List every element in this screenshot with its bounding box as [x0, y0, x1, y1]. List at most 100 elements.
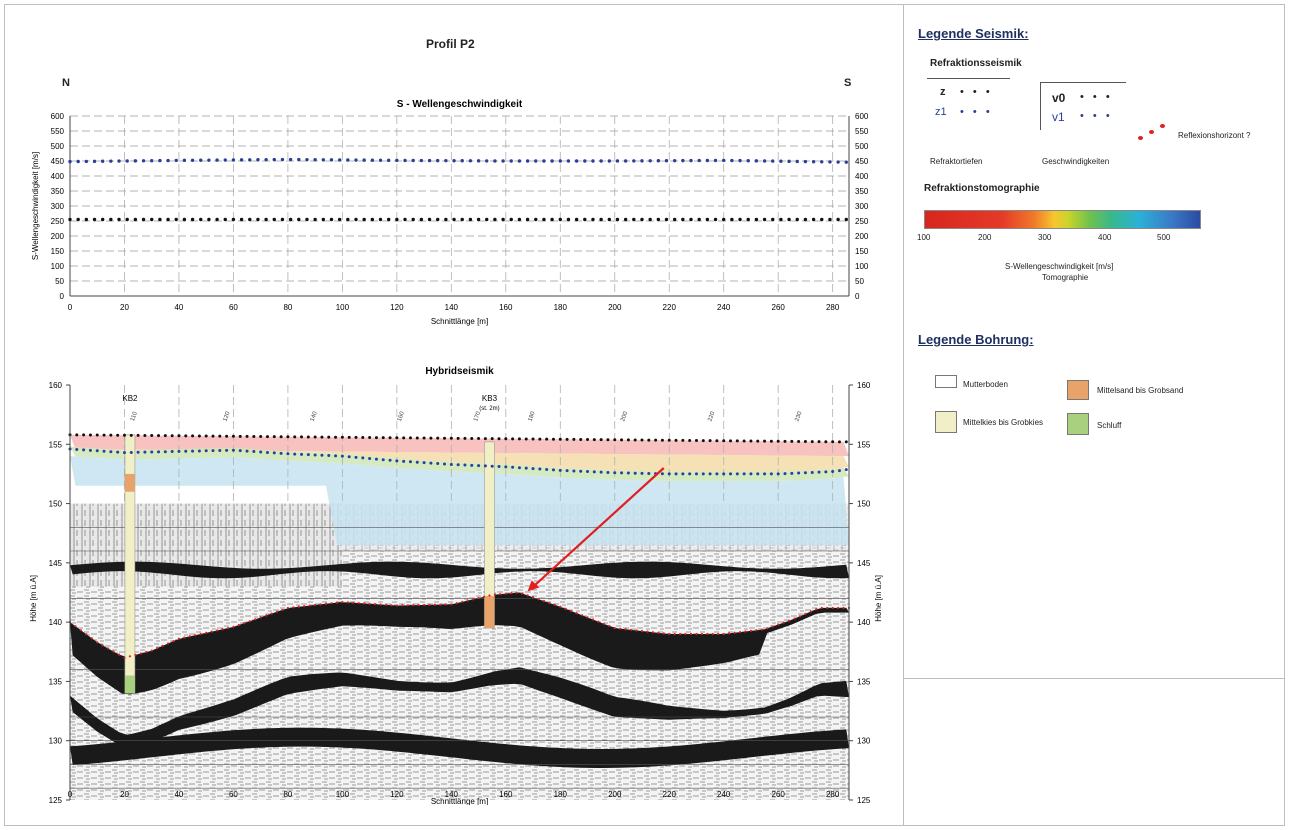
data-point [501, 159, 505, 163]
data-point [436, 462, 440, 466]
data-point [141, 217, 146, 222]
y-tick-label-right: 550 [855, 127, 869, 136]
panel-divider [903, 4, 904, 826]
data-point [190, 217, 195, 222]
data-point [321, 158, 326, 162]
data-point [640, 217, 644, 222]
data-point [259, 450, 263, 454]
data-point [776, 439, 780, 443]
data-point [79, 629, 82, 632]
data-point [551, 468, 555, 472]
y-tick-label: 150 [51, 247, 65, 256]
south-label: S [844, 77, 852, 89]
data-point [844, 468, 848, 472]
data-point [136, 450, 140, 454]
x-axis-label: Schnittlänge [m] [431, 317, 488, 326]
data-point [256, 217, 260, 222]
data-point [586, 438, 590, 442]
data-point [728, 632, 731, 635]
data-point [388, 436, 392, 440]
data-point [270, 612, 273, 615]
tomo-band-green [70, 446, 849, 482]
data-point [281, 608, 284, 611]
mittelkies-swatch [935, 411, 957, 433]
data-point [509, 217, 513, 222]
data-point [141, 159, 146, 163]
data-point [395, 459, 399, 463]
series-z1 [68, 447, 848, 476]
tomographie-title: Refraktionstomographie [924, 183, 1040, 194]
data-point [476, 159, 481, 163]
data-point [722, 472, 726, 476]
station-label: 160 [397, 410, 406, 422]
data-point [226, 626, 230, 630]
y-tick-label: 600 [51, 112, 65, 121]
data-point [517, 466, 521, 470]
data-point [635, 629, 638, 632]
legend-v0-marker: • • • [1080, 91, 1113, 103]
data-point [613, 626, 616, 630]
data-point [174, 217, 178, 222]
y-tick-label-right: 500 [855, 142, 869, 151]
data-point [177, 449, 181, 453]
data-point [197, 434, 201, 438]
data-point [575, 612, 578, 615]
y-tick-label-right: 155 [857, 440, 871, 449]
data-point [190, 158, 195, 162]
data-point [648, 159, 652, 163]
data-point [422, 436, 426, 440]
data-point [412, 604, 415, 607]
data-point [419, 158, 424, 163]
data-point [265, 614, 268, 617]
data-point [837, 440, 841, 444]
data-point [215, 217, 219, 222]
data-point [370, 158, 375, 162]
data-point [797, 471, 801, 475]
data-point [76, 159, 80, 164]
y-tick-label: 140 [49, 618, 63, 627]
legend-z1-label: z1 [935, 106, 947, 118]
data-point [597, 620, 600, 623]
data-point [122, 451, 126, 455]
data-point [566, 217, 571, 222]
data-point [510, 592, 513, 595]
data-point [232, 625, 235, 628]
data-point [700, 632, 704, 636]
data-point [755, 629, 758, 632]
data-point [820, 606, 823, 610]
station-label: 110 [130, 411, 139, 423]
x-tick-label: 120 [390, 303, 404, 312]
data-point [735, 472, 739, 476]
data-point [795, 217, 799, 222]
data-point [117, 653, 121, 656]
data-point [248, 217, 252, 222]
data-point [777, 623, 780, 626]
data-point [493, 593, 497, 596]
x-tick-label: 60 [229, 790, 238, 799]
y-tick-label-right: 140 [857, 618, 871, 627]
data-point [656, 217, 661, 222]
data-point [793, 617, 796, 620]
data-point [803, 159, 808, 164]
data-point [150, 217, 154, 222]
data-point [809, 610, 812, 613]
data-point [286, 606, 290, 610]
seismic-section [70, 434, 849, 800]
reflector-band-deep [70, 727, 849, 768]
data-point [368, 457, 372, 461]
data-point [660, 472, 664, 476]
y-tick-label: 150 [49, 500, 63, 509]
data-point [210, 630, 213, 633]
data-point [443, 462, 447, 466]
data-point [293, 435, 297, 439]
data-point [415, 460, 419, 464]
scale-tick: 300 [1038, 233, 1052, 242]
data-point [231, 434, 235, 438]
data-point [172, 640, 175, 643]
data-point [504, 465, 508, 469]
data-point [824, 470, 828, 474]
data-point [254, 618, 257, 621]
data-point [463, 436, 467, 440]
data-point [648, 217, 652, 222]
data-point [157, 434, 161, 438]
